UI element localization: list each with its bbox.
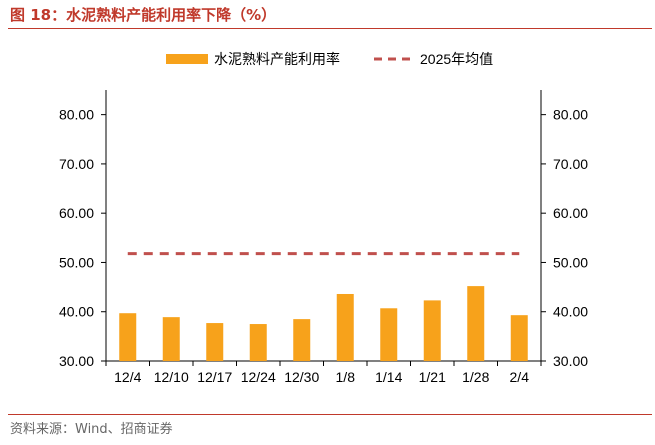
y-tick-label: 70.00 bbox=[59, 156, 94, 172]
x-tick-label: 1/14 bbox=[375, 369, 402, 385]
bar bbox=[249, 324, 267, 361]
source-note: 资料来源：Wind、招商证券 bbox=[10, 422, 173, 437]
bar bbox=[119, 313, 137, 361]
bar bbox=[423, 300, 441, 361]
x-tick-label: 2/4 bbox=[510, 369, 530, 385]
y2-tick-label: 70.00 bbox=[553, 156, 588, 172]
bar bbox=[336, 293, 354, 361]
x-tick-label: 12/10 bbox=[154, 369, 189, 385]
y2-tick-label: 40.00 bbox=[553, 304, 588, 320]
y-tick-label: 80.00 bbox=[59, 107, 94, 123]
x-tick-label: 1/28 bbox=[462, 369, 489, 385]
x-tick-label: 12/30 bbox=[284, 369, 319, 385]
bar bbox=[380, 308, 398, 361]
bar bbox=[162, 317, 180, 361]
x-tick-label: 12/4 bbox=[114, 369, 141, 385]
y-tick-label: 30.00 bbox=[59, 353, 94, 369]
chart-bars bbox=[119, 286, 528, 361]
y2-tick-label: 60.00 bbox=[553, 205, 588, 221]
chart-legend: 水泥熟料产能利用率 2025年均值 bbox=[166, 51, 493, 67]
footer-divider bbox=[8, 414, 652, 415]
legend-bar-label: 水泥熟料产能利用率 bbox=[214, 51, 340, 67]
bar bbox=[510, 315, 528, 361]
x-tick-label: 1/8 bbox=[336, 369, 356, 385]
y-tick-label: 40.00 bbox=[59, 304, 94, 320]
y-axis-left-ticks: 30.00 40.00 50.00 60.00 70.00 80.00 bbox=[59, 107, 106, 369]
x-tick-label: 12/17 bbox=[197, 369, 232, 385]
x-tick-label: 1/21 bbox=[419, 369, 446, 385]
y-tick-label: 60.00 bbox=[59, 205, 94, 221]
bar bbox=[467, 286, 485, 361]
bar bbox=[206, 323, 224, 361]
y2-tick-label: 30.00 bbox=[553, 353, 588, 369]
title-divider bbox=[8, 28, 652, 29]
bar bbox=[293, 319, 311, 361]
y2-tick-label: 50.00 bbox=[553, 254, 588, 270]
legend-avg-label: 2025年均值 bbox=[420, 51, 493, 67]
legend-bar-swatch bbox=[166, 54, 208, 64]
y-tick-label: 50.00 bbox=[59, 254, 94, 270]
y2-tick-label: 80.00 bbox=[553, 107, 588, 123]
x-axis-ticks: 12/4 12/10 12/17 12/24 12/30 1/8 1/14 1/21 1/28 2… bbox=[105, 361, 542, 385]
figure-title: 图 18：水泥熟料产能利用率下降（%） bbox=[10, 6, 277, 24]
chart: 水泥熟料产能利用率 2025年均值 30.00 40.00 50.00 60.00 70… bbox=[59, 51, 588, 385]
x-tick-label: 12/24 bbox=[241, 369, 276, 385]
y-axis-right-ticks: 30.00 40.00 50.00 60.00 70.00 80.00 bbox=[541, 107, 588, 369]
